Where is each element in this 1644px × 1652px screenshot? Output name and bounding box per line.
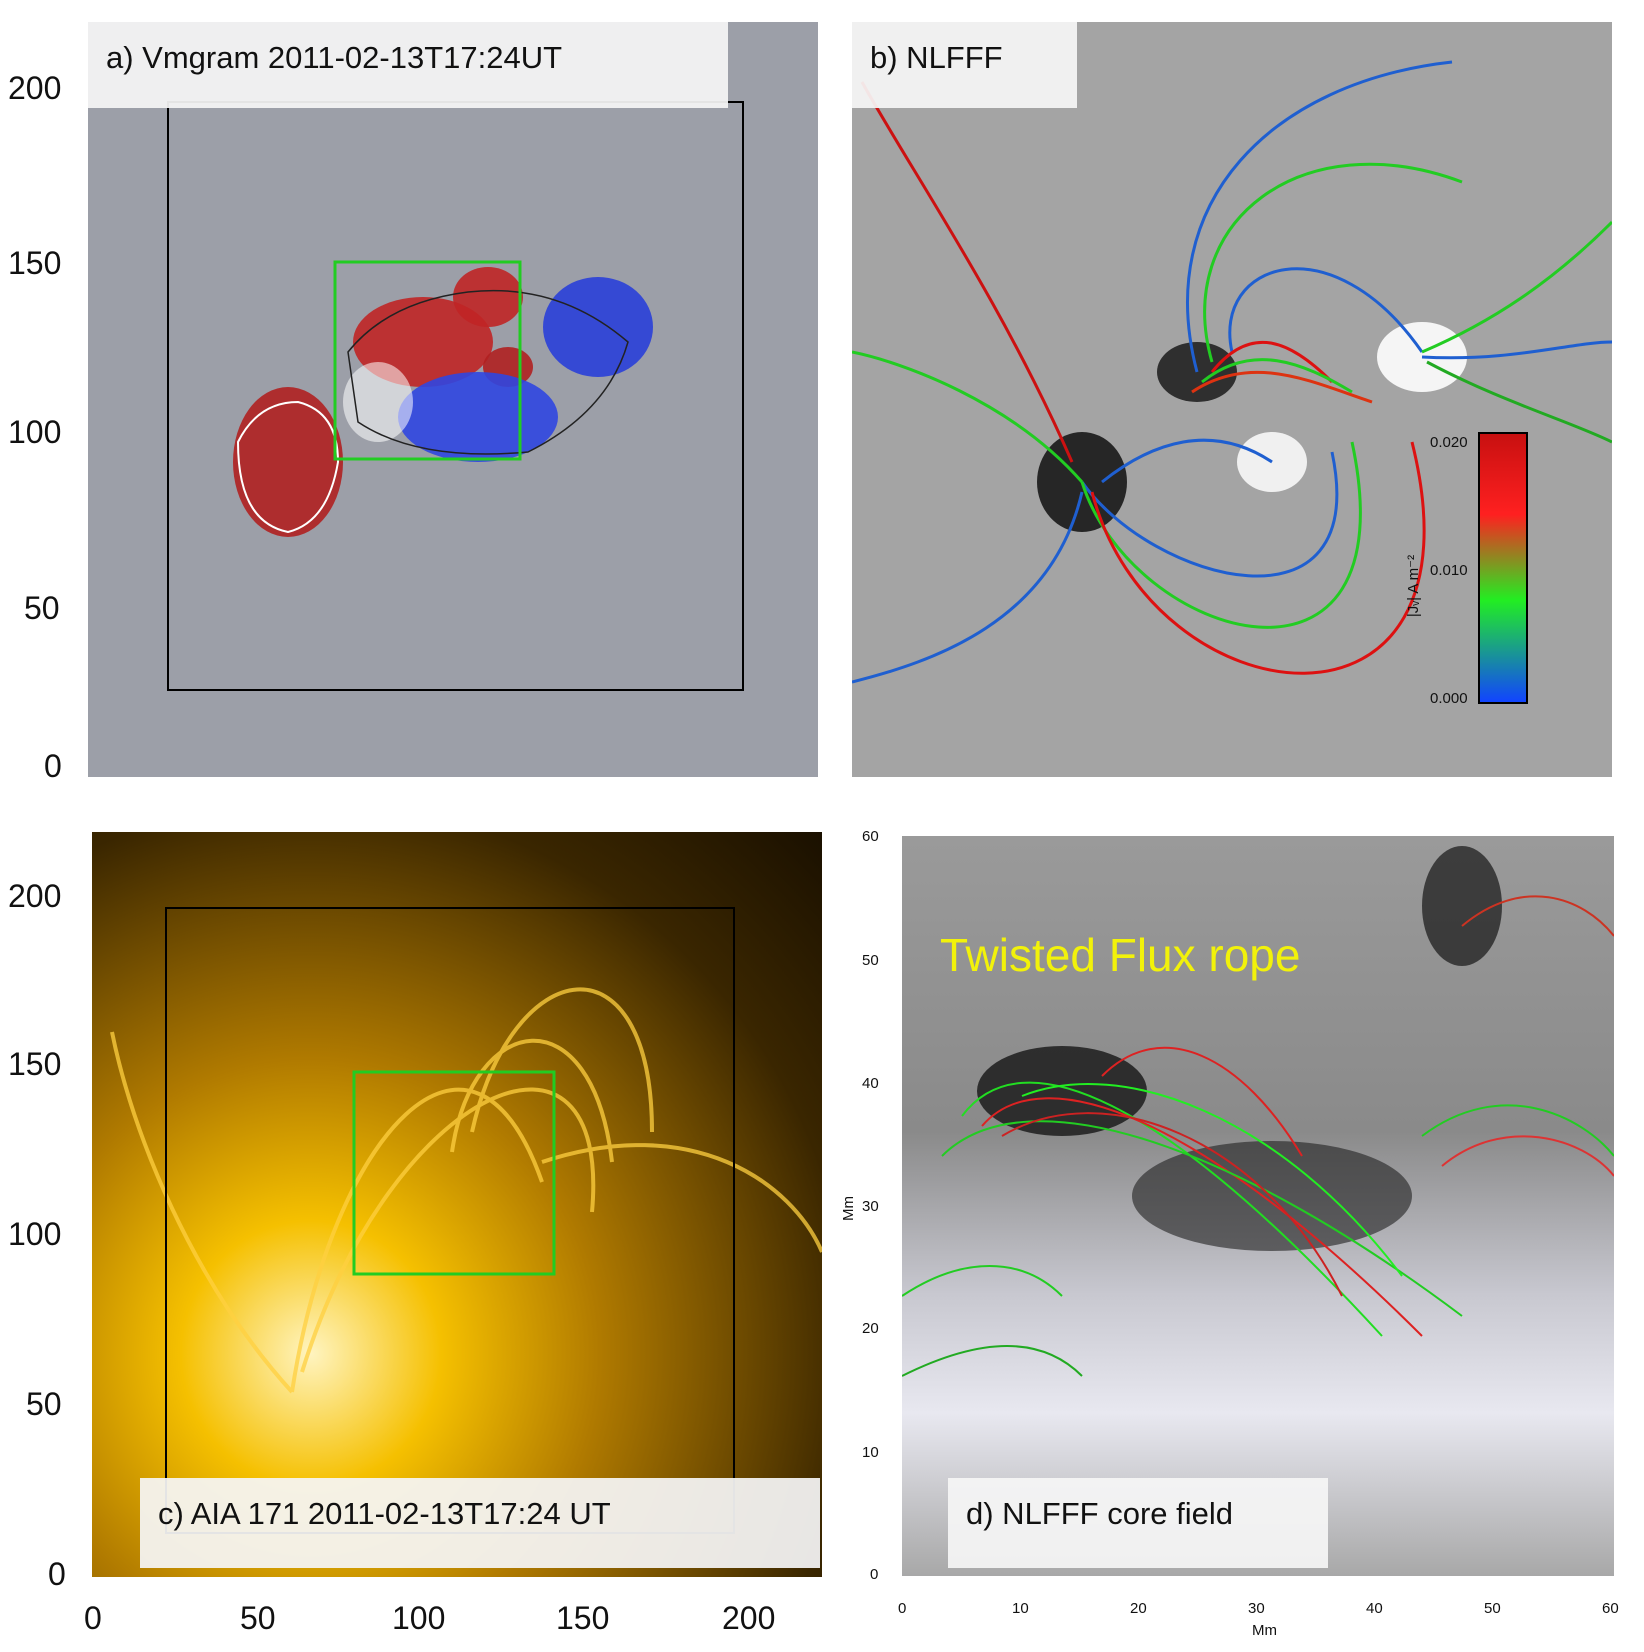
panel-a: a) Vmgram 2011-02-13T17:24UT 200 150 100… <box>0 0 820 790</box>
panel-c-aia-image <box>92 832 822 1577</box>
panel-d-image <box>902 846 1614 1377</box>
colorbar <box>1478 432 1528 704</box>
flux-rope-annotation: Twisted Flux rope <box>940 929 1301 981</box>
panel-d-xtick: 0 <box>898 1600 907 1617</box>
colorbar-tick: 0.000 <box>1430 690 1468 707</box>
panel-d-core-field <box>902 836 1614 1576</box>
panel-d-ytick: 60 <box>862 828 879 845</box>
colorbar-tick: 0.020 <box>1430 434 1468 451</box>
panel-a-ytick: 100 <box>8 414 62 450</box>
panel-c-xtick: 150 <box>556 1600 610 1636</box>
panel-d-xtick: 10 <box>1012 1600 1029 1617</box>
panel-c-ytick: 100 <box>8 1216 62 1252</box>
panel-d-ytick: 50 <box>862 952 879 969</box>
panel-d-xtick: 40 <box>1366 1600 1383 1617</box>
colorbar-tick: 0.010 <box>1430 562 1468 579</box>
panel-c-label: c) AIA 171 2011-02-13T17:24 UT <box>140 1478 820 1568</box>
panel-d-ytick: 20 <box>862 1320 879 1337</box>
panel-b-label: b) NLFFF <box>852 22 1077 108</box>
panel-d-ylabel: Mm <box>840 1196 857 1221</box>
panel-d-xtick: 60 <box>1602 1600 1619 1617</box>
panel-c-xtick: 0 <box>84 1600 102 1636</box>
panel-d-xtick: 20 <box>1130 1600 1147 1617</box>
panel-c-loops <box>110 907 822 1534</box>
panel-d-ytick: 0 <box>870 1566 879 1583</box>
panel-a-label: a) Vmgram 2011-02-13T17:24UT <box>88 22 728 108</box>
panel-d-ytick: 30 <box>862 1198 879 1215</box>
panel-c-ytick: 150 <box>8 1046 62 1082</box>
panel-a-image <box>167 101 744 691</box>
panel-b: 0.020 0.010 0.000 |Jᵥ| A m⁻² b) NLFFF <box>832 0 1644 790</box>
panel-b-image <box>852 60 1612 684</box>
panel-a-ytick: 150 <box>8 245 62 281</box>
panel-d-xlabel: Mm <box>1252 1622 1277 1639</box>
panel-c-xtick: 200 <box>722 1600 776 1636</box>
panel-b-field-lines: 0.020 0.010 0.000 |Jᵥ| A m⁻² <box>852 22 1612 777</box>
panel-d: Twisted Flux rope d) NLFFF core field 60… <box>840 810 1644 1652</box>
colorbar-title: |Jᵥ| A m⁻² <box>1405 554 1423 618</box>
panel-c: c) AIA 171 2011-02-13T17:24 UT 200 150 1… <box>0 810 830 1652</box>
panel-c-xtick: 100 <box>392 1600 446 1636</box>
panel-d-ytick: 10 <box>862 1444 879 1461</box>
panel-a-ytick: 0 <box>44 748 62 784</box>
panel-c-ytick: 50 <box>26 1386 62 1422</box>
panel-c-ytick: 0 <box>48 1556 66 1592</box>
panel-d-label: d) NLFFF core field <box>948 1478 1328 1568</box>
panel-a-ytick: 50 <box>24 590 60 626</box>
panel-c-ytick: 200 <box>8 878 62 914</box>
panel-d-xtick: 50 <box>1484 1600 1501 1617</box>
panel-a-magnetogram <box>88 22 818 777</box>
panel-c-xtick: 50 <box>240 1600 276 1636</box>
panel-d-ytick: 40 <box>862 1075 879 1092</box>
panel-d-xtick: 30 <box>1248 1600 1265 1617</box>
panel-a-ytick: 200 <box>8 70 62 106</box>
